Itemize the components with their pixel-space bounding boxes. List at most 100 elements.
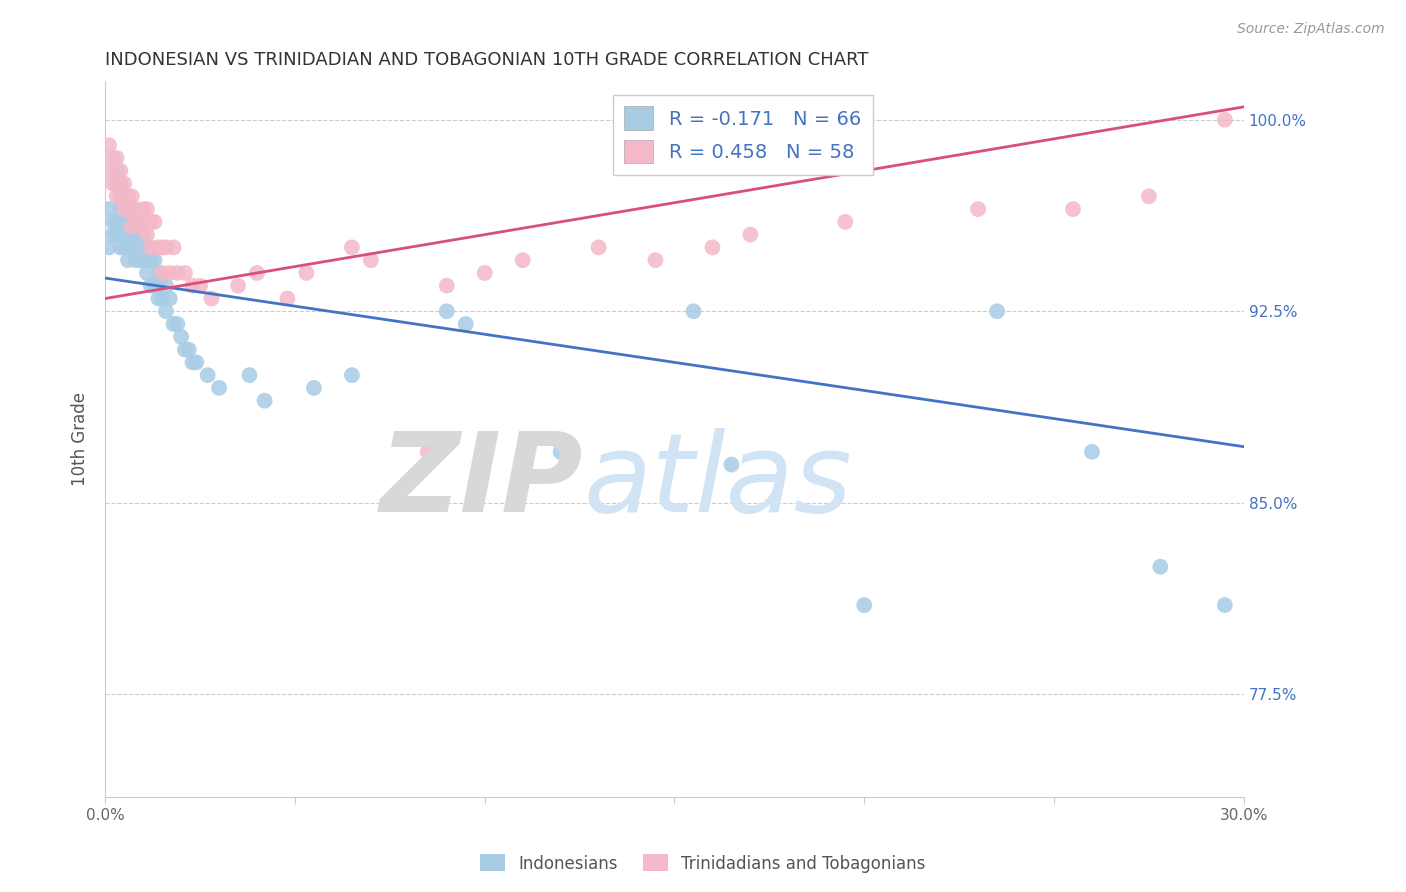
Y-axis label: 10th Grade: 10th Grade bbox=[72, 392, 89, 486]
Point bbox=[139, 278, 162, 293]
Point bbox=[101, 215, 124, 229]
Point bbox=[436, 304, 458, 318]
Point bbox=[740, 227, 762, 242]
Point bbox=[155, 240, 177, 254]
Point bbox=[105, 151, 128, 165]
Point bbox=[834, 215, 856, 229]
Point bbox=[132, 253, 155, 268]
Point bbox=[159, 266, 181, 280]
Point bbox=[174, 343, 197, 357]
Text: ZIP: ZIP bbox=[380, 428, 583, 535]
Point bbox=[124, 215, 146, 229]
Point bbox=[117, 202, 139, 216]
Point bbox=[181, 278, 204, 293]
Point bbox=[124, 253, 146, 268]
Point bbox=[121, 227, 143, 242]
Point bbox=[159, 292, 181, 306]
Point bbox=[121, 202, 143, 216]
Point bbox=[155, 304, 177, 318]
Point bbox=[1213, 598, 1236, 612]
Point bbox=[101, 177, 124, 191]
Point bbox=[132, 219, 155, 234]
Point bbox=[162, 317, 184, 331]
Point bbox=[238, 368, 260, 383]
Point bbox=[276, 292, 298, 306]
Point bbox=[302, 381, 325, 395]
Point bbox=[170, 330, 193, 344]
Point bbox=[143, 215, 166, 229]
Point bbox=[136, 266, 159, 280]
Point bbox=[148, 266, 170, 280]
Point bbox=[112, 189, 135, 203]
Point bbox=[1137, 189, 1160, 203]
Point bbox=[132, 227, 155, 242]
Point bbox=[98, 138, 121, 153]
Point bbox=[110, 177, 132, 191]
Point bbox=[208, 381, 231, 395]
Point bbox=[136, 227, 159, 242]
Point bbox=[117, 253, 139, 268]
Point bbox=[105, 163, 128, 178]
Point bbox=[105, 177, 128, 191]
Point bbox=[110, 189, 132, 203]
Point bbox=[512, 253, 534, 268]
Point bbox=[143, 253, 166, 268]
Point bbox=[986, 304, 1008, 318]
Point bbox=[98, 202, 121, 216]
Point bbox=[136, 202, 159, 216]
Point bbox=[121, 189, 143, 203]
Point bbox=[1062, 202, 1084, 216]
Point bbox=[110, 240, 132, 254]
Point bbox=[101, 151, 124, 165]
Point bbox=[117, 189, 139, 203]
Point bbox=[174, 266, 197, 280]
Point bbox=[340, 240, 363, 254]
Point bbox=[967, 202, 990, 216]
Point bbox=[1213, 112, 1236, 127]
Point bbox=[128, 253, 150, 268]
Point bbox=[188, 278, 211, 293]
Point bbox=[117, 194, 139, 209]
Point bbox=[117, 240, 139, 254]
Point bbox=[136, 240, 159, 254]
Point bbox=[682, 304, 704, 318]
Point bbox=[1149, 559, 1171, 574]
Point bbox=[105, 177, 128, 191]
Point bbox=[112, 202, 135, 216]
Point bbox=[150, 292, 173, 306]
Point bbox=[112, 240, 135, 254]
Point bbox=[139, 240, 162, 254]
Point bbox=[166, 317, 188, 331]
Point bbox=[246, 266, 269, 280]
Point bbox=[150, 266, 173, 280]
Point bbox=[110, 202, 132, 216]
Text: Source: ZipAtlas.com: Source: ZipAtlas.com bbox=[1237, 22, 1385, 37]
Point bbox=[128, 240, 150, 254]
Point bbox=[112, 202, 135, 216]
Point bbox=[853, 598, 876, 612]
Point bbox=[186, 355, 208, 369]
Legend: R = -0.171   N = 66, R = 0.458   N = 58: R = -0.171 N = 66, R = 0.458 N = 58 bbox=[613, 95, 873, 175]
Point bbox=[105, 189, 128, 203]
Text: atlas: atlas bbox=[583, 428, 852, 535]
Point bbox=[124, 202, 146, 216]
Point bbox=[416, 444, 439, 458]
Point bbox=[644, 253, 666, 268]
Point bbox=[436, 278, 458, 293]
Text: INDONESIAN VS TRINIDADIAN AND TOBAGONIAN 10TH GRADE CORRELATION CHART: INDONESIAN VS TRINIDADIAN AND TOBAGONIAN… bbox=[105, 51, 869, 69]
Point bbox=[150, 240, 173, 254]
Point bbox=[181, 355, 204, 369]
Point bbox=[121, 240, 143, 254]
Point bbox=[121, 215, 143, 229]
Point bbox=[128, 215, 150, 229]
Point bbox=[150, 271, 173, 285]
Legend: Indonesians, Trinidadians and Tobagonians: Indonesians, Trinidadians and Tobagonian… bbox=[474, 847, 932, 880]
Point bbox=[588, 240, 610, 254]
Point bbox=[121, 202, 143, 216]
Point bbox=[124, 227, 146, 242]
Point bbox=[474, 266, 496, 280]
Point bbox=[110, 227, 132, 242]
Point bbox=[1081, 444, 1104, 458]
Point bbox=[253, 393, 276, 408]
Point bbox=[177, 343, 200, 357]
